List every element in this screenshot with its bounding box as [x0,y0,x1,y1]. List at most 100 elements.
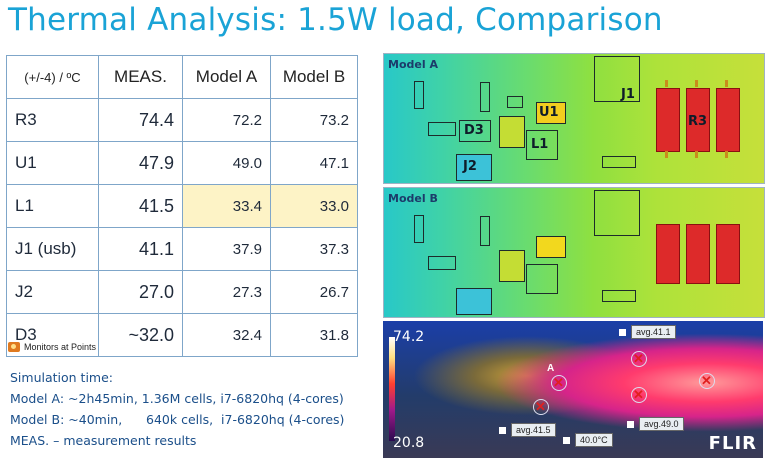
component-name: J1 (usb) [6,227,99,271]
resistor-pin [695,80,698,87]
notes-model-b: Model B: ~40min, 640k cells, i7-6820hq (… [10,412,345,427]
model-b-label: Model B [388,192,438,205]
component-outline [428,122,456,136]
resistor-body [686,224,710,284]
header-meas: MEAS. [98,55,183,99]
measurement-circle [631,387,647,403]
l1-area [499,116,525,148]
scale-min-value: 20.8 [393,435,425,451]
monitor-caption: Monitors at Points [8,342,96,352]
measurement-tag: 40.0°C [575,433,613,447]
measurement-circle [699,373,715,389]
table-row: J1 (usb) 41.1 37.9 37.3 [6,227,358,271]
j2-component [456,288,492,315]
resistor-pin [665,151,668,158]
notes-meas-definition: MEAS. – measurement results [10,433,197,448]
component-name: R3 [6,98,99,142]
component-name: L1 [6,184,99,228]
header-unit: (+/-4) / ºC [6,55,99,99]
meas-value: 27.0 [98,270,183,314]
tag-anchor-icon [499,427,506,434]
model-b-value: 31.8 [270,313,358,357]
model-a-thermal-map: Model A J1 U1 D3 L1 J2 R3 [383,53,765,184]
measurement-circle [551,375,567,391]
j1-outline [594,56,640,102]
model-b-value: 47.1 [270,141,358,185]
d3-outline [459,120,491,142]
table-row: J2 27.0 27.3 26.7 [6,270,358,314]
meas-value: 74.4 [98,98,183,142]
component-outline [602,290,636,302]
model-b-value: 73.2 [270,98,358,142]
component-outline [507,96,523,108]
component-outline [480,82,490,112]
resistor-pin [695,151,698,158]
component-outline [602,156,636,168]
resistor-pin [725,151,728,158]
notes-model-a: Model A: ~2h45min, 1.36M cells, i7-6820h… [10,391,344,406]
d3-label: D3 [464,123,484,138]
flir-logo: FLIR [708,433,757,454]
component-name: J2 [6,270,99,314]
slide-title: Thermal Analysis: 1.5W load, Comparison [8,2,663,38]
l1-area [499,250,525,282]
table-row: L1 41.5 33.4 33.0 [6,184,358,228]
l1-outline [526,130,558,160]
u1-label: U1 [539,105,559,120]
model-a-value: 27.3 [182,270,271,314]
table-row: D3 ~32.0 32.4 31.8 [6,313,358,357]
measurement-point-icon: ✕ [535,399,546,414]
j1-outline [594,190,640,236]
meas-value: 47.9 [98,141,183,185]
j2-component [456,154,492,181]
table-header-row: (+/-4) / ºC MEAS. Model A Model B [6,55,358,99]
resistor-pin [665,80,668,87]
measurement-tag: avg.49.0 [639,417,684,431]
measurement-point-icon: ✕ [553,375,564,390]
l1-label: L1 [531,137,549,152]
model-a-value: 72.2 [182,98,271,142]
meas-value: 41.1 [98,227,183,271]
measurement-point-icon: ✕ [633,351,644,366]
monitor-icon [8,342,20,352]
simulation-notes: Simulation time: Model A: ~2h45min, 1.36… [10,367,344,451]
j2-label: J2 [463,159,477,174]
measurement-point-icon: ✕ [633,387,644,402]
measurement-circle [533,399,549,415]
temperature-color-scale [389,337,395,441]
u1-component [536,102,566,124]
component-outline [428,256,456,270]
component-name: D3 [6,313,99,357]
comparison-table: (+/-4) / ºC MEAS. Model A Model B R3 74.… [6,55,358,357]
model-a-value-highlighted: 33.4 [182,184,271,228]
tag-anchor-icon [627,421,634,428]
model-b-thermal-map: Model B [383,187,765,318]
model-a-value: 37.9 [182,227,271,271]
resistor-pin [725,80,728,87]
marker-letter: A [547,363,555,374]
model-b-value: 37.3 [270,227,358,271]
component-outline [414,215,424,243]
model-b-value-highlighted: 33.0 [270,184,358,228]
component-outline [480,216,490,246]
table-row: R3 74.4 72.2 73.2 [6,98,358,142]
meas-value: 41.5 [98,184,183,228]
table-row: U1 47.9 49.0 47.1 [6,141,358,185]
component-outline [414,81,424,109]
model-b-value: 26.7 [270,270,358,314]
measurement-tag: avg.41.5 [511,423,556,437]
scale-max-value: 74.2 [393,329,425,345]
resistor-body [716,88,740,152]
measurement-tag: avg.41.1 [631,325,676,339]
component-name: U1 [6,141,99,185]
u1-component [536,236,566,258]
monitor-caption-text: Monitors at Points [24,342,97,352]
tag-anchor-icon [563,437,570,444]
measurement-point-icon: ✕ [701,373,712,388]
l1-outline [526,264,558,294]
resistor-body [716,224,740,284]
tag-anchor-icon [619,329,626,336]
measurement-circle [631,351,647,367]
notes-heading: Simulation time: [10,370,114,385]
resistor-body [656,224,680,284]
